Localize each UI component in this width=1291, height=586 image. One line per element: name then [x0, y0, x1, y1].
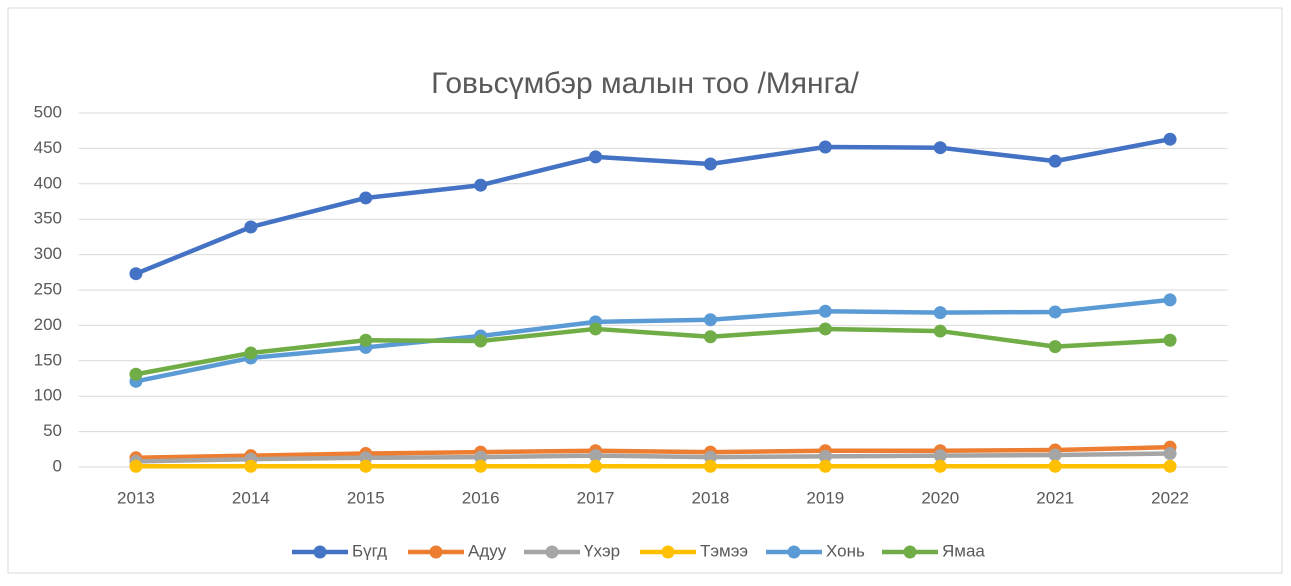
legend-label: Тэмээ: [700, 541, 748, 560]
legend-label: Адуу: [468, 541, 507, 560]
point: [244, 220, 258, 234]
point: [818, 322, 832, 336]
point: [129, 367, 143, 381]
series-line: [135, 297, 1171, 384]
point: [1048, 305, 1062, 319]
legend-label: Үхэр: [584, 541, 620, 560]
point: [933, 306, 947, 320]
y-tick-label: 250: [34, 279, 62, 298]
series-line: [135, 326, 1171, 377]
point: [359, 333, 373, 347]
y-tick-label: 450: [34, 138, 62, 157]
legend-marker: [903, 545, 917, 559]
x-tick-label: 2016: [462, 488, 500, 507]
point: [703, 157, 717, 171]
point: [129, 459, 143, 473]
point: [1163, 293, 1177, 307]
point: [933, 324, 947, 338]
point: [1048, 459, 1062, 473]
point: [933, 141, 947, 155]
series-line: [135, 444, 1171, 461]
point: [474, 178, 488, 192]
point: [1048, 154, 1062, 168]
point: [474, 334, 488, 348]
point: [1163, 333, 1177, 347]
point: [589, 150, 603, 164]
y-tick-label: 50: [43, 421, 62, 440]
point: [1163, 459, 1177, 473]
legend-marker: [661, 545, 675, 559]
point: [359, 191, 373, 205]
series-line: [135, 136, 1171, 276]
point: [359, 459, 373, 473]
x-tick-label: 2021: [1036, 488, 1074, 507]
legend-marker: [313, 545, 327, 559]
point: [818, 304, 832, 318]
point: [589, 322, 603, 336]
chart-title: Говьсүмбэр малын тоо /Мянга/: [431, 67, 859, 100]
x-tick-label: 2019: [806, 488, 844, 507]
series-line: [135, 451, 1171, 464]
y-tick-label: 500: [34, 102, 62, 121]
point: [703, 313, 717, 327]
point: [818, 449, 832, 463]
x-tick-label: 2018: [692, 488, 730, 507]
y-tick-label: 150: [34, 350, 62, 369]
y-tick-label: 0: [53, 456, 62, 475]
point: [1048, 448, 1062, 462]
point: [818, 459, 832, 473]
x-tick-label: 2014: [232, 488, 270, 507]
y-tick-label: 300: [34, 244, 62, 263]
point: [933, 449, 947, 463]
x-tick-label: 2013: [117, 488, 155, 507]
x-tick-label: 2015: [347, 488, 385, 507]
point: [474, 450, 488, 464]
x-tick-label: 2022: [1151, 488, 1189, 507]
y-tick-label: 100: [34, 386, 62, 405]
y-tick-label: 350: [34, 209, 62, 228]
point: [703, 459, 717, 473]
point: [129, 267, 143, 281]
legend-marker: [545, 545, 559, 559]
y-tick-label: 400: [34, 173, 62, 192]
x-tick-label: 2020: [921, 488, 959, 507]
point: [244, 459, 258, 473]
legend-label: Хонь: [826, 541, 865, 560]
point: [1163, 447, 1177, 461]
point: [703, 330, 717, 344]
point: [474, 459, 488, 473]
point: [1048, 340, 1062, 354]
point: [1163, 132, 1177, 146]
legend-marker: [787, 545, 801, 559]
point: [589, 449, 603, 463]
legend-label: Бүгд: [352, 541, 387, 560]
y-tick-label: 200: [34, 315, 62, 334]
point: [818, 140, 832, 154]
legend-marker: [429, 545, 443, 559]
x-tick-label: 2017: [577, 488, 615, 507]
point: [244, 346, 258, 360]
point: [703, 450, 717, 464]
point: [933, 459, 947, 473]
legend-label: Ямаа: [942, 541, 985, 560]
point: [589, 459, 603, 473]
